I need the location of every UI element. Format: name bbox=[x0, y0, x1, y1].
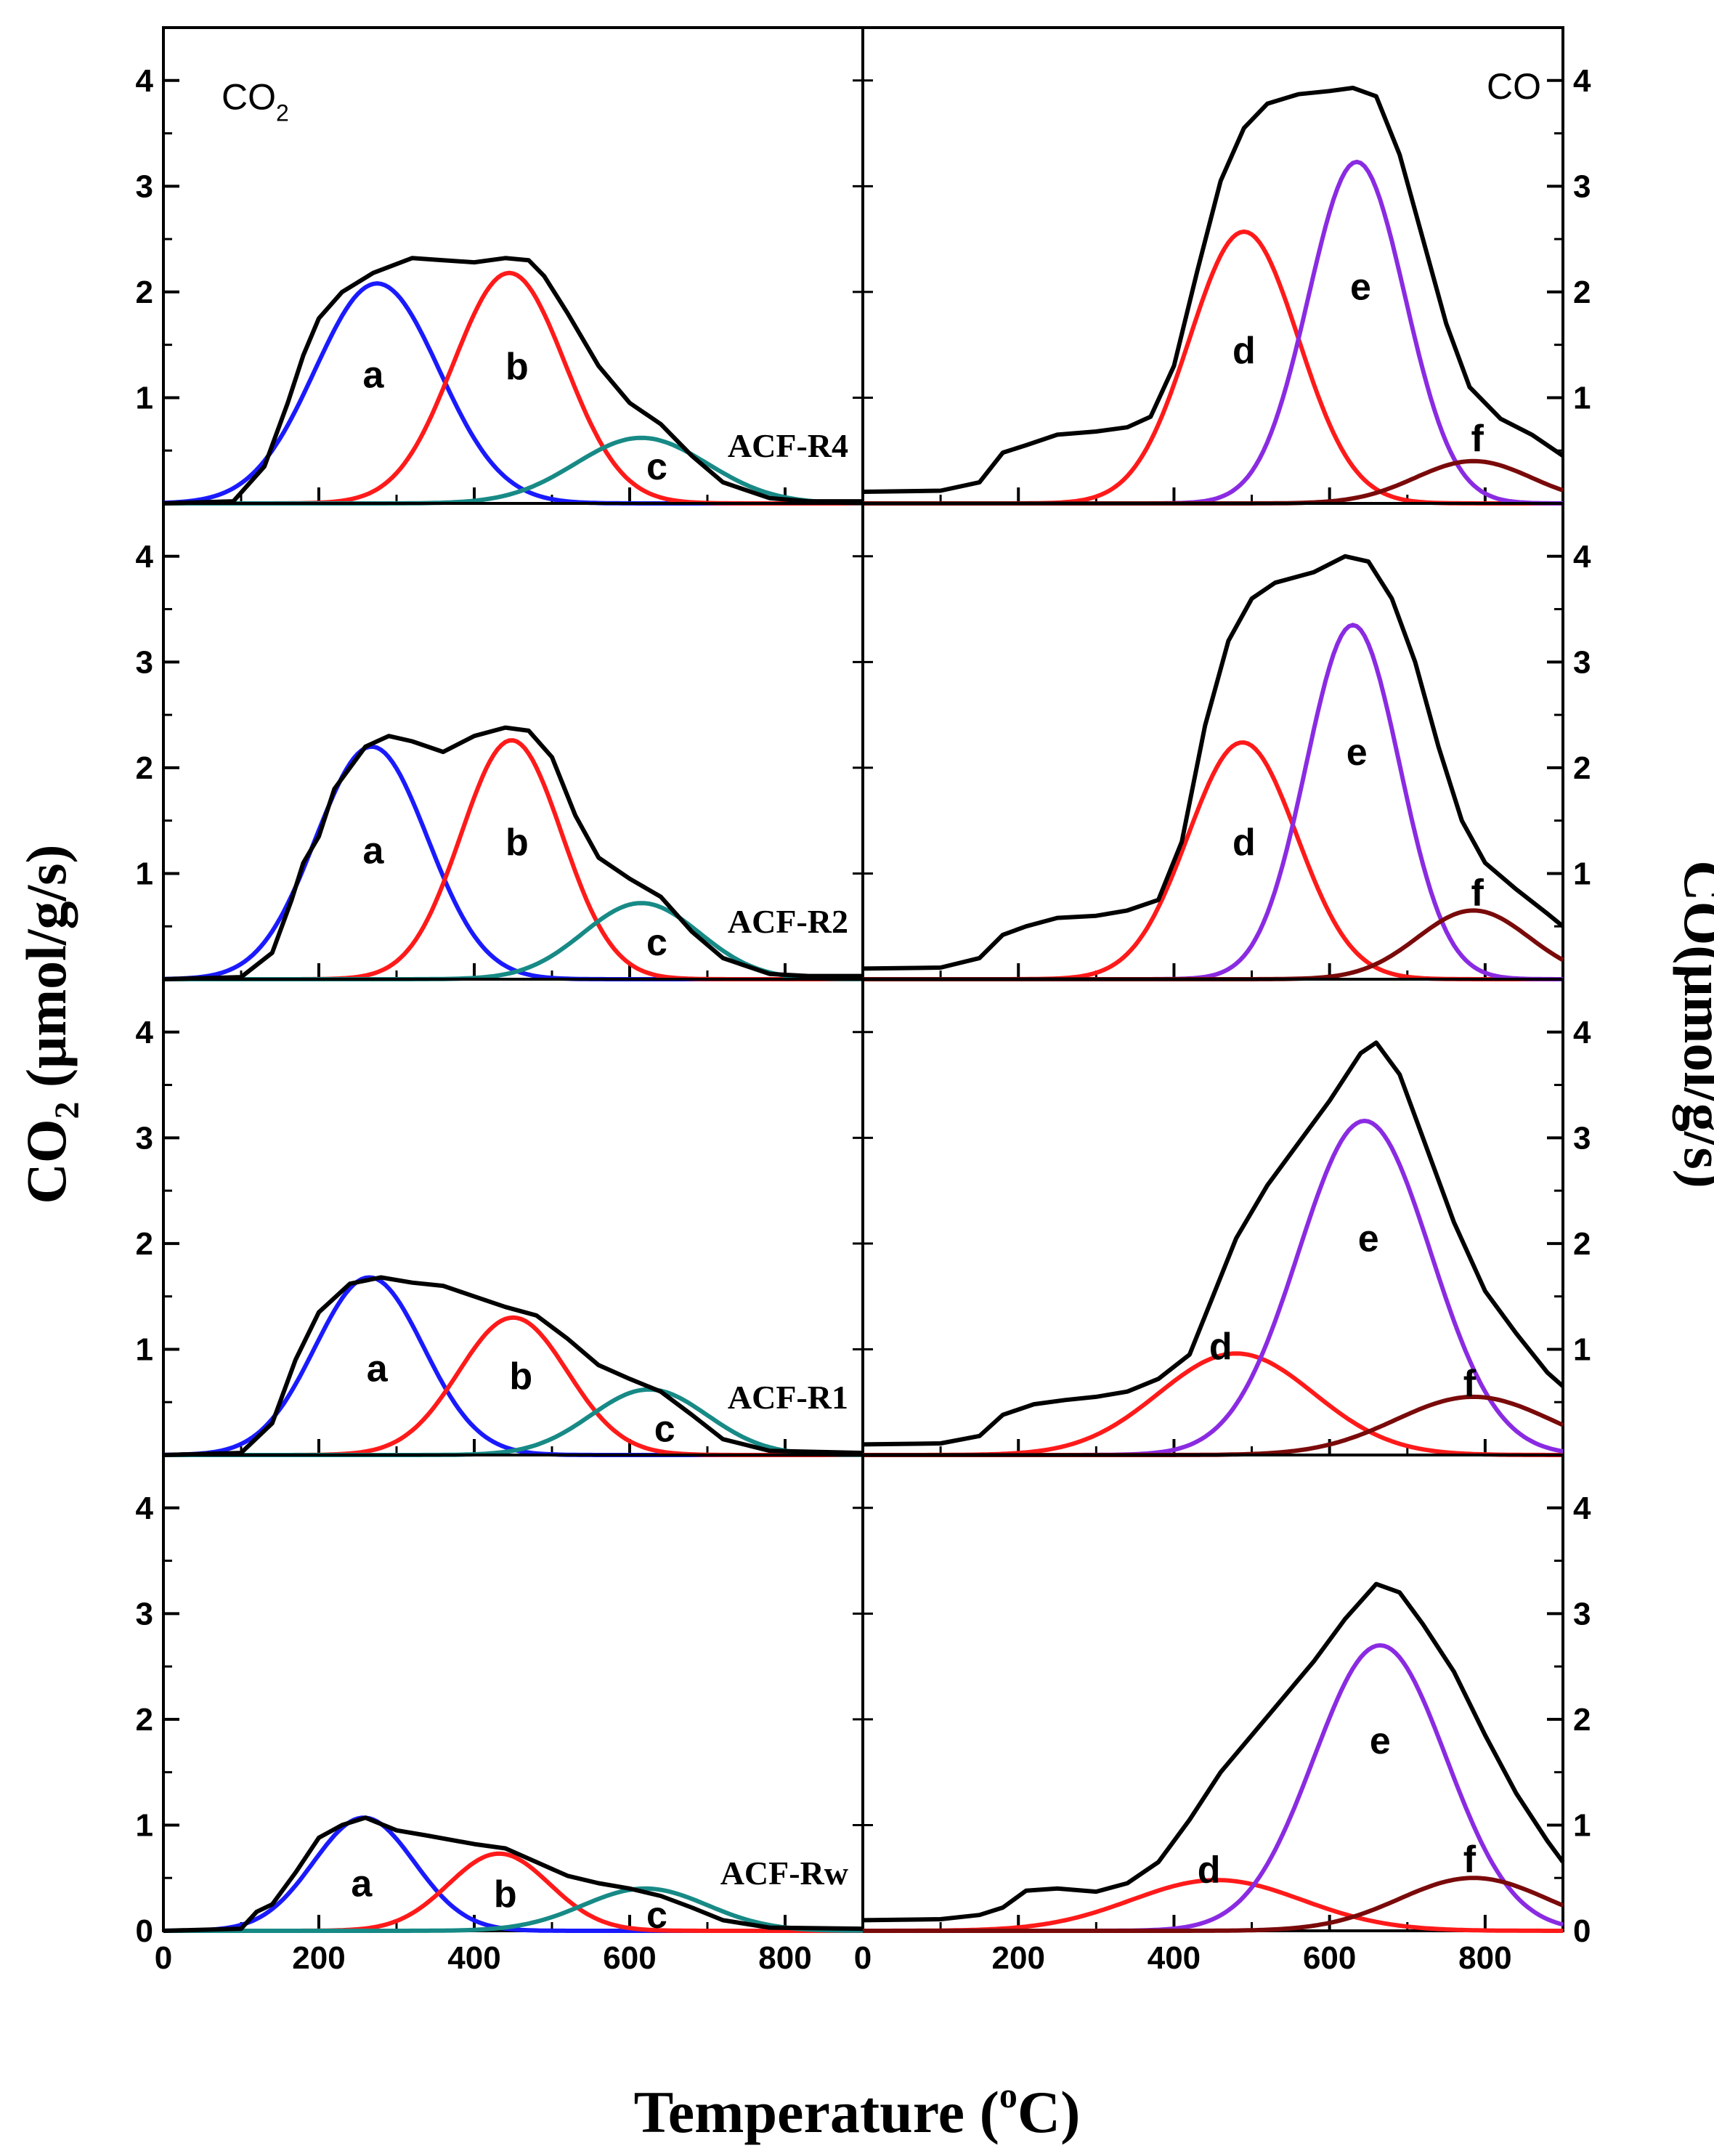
gas-label-co2: CO2 bbox=[222, 77, 289, 126]
peak-label-c: c bbox=[646, 1894, 667, 1937]
x-tick-label-left: 0 bbox=[155, 1940, 172, 1976]
peak-b-curve bbox=[163, 270, 863, 506]
x-axis-title: Temperature (oC) bbox=[634, 2075, 1081, 2145]
y-tick-label-left: 4 bbox=[136, 1015, 154, 1050]
y-tick-label-right: 4 bbox=[1573, 539, 1591, 575]
co-total-curve bbox=[862, 554, 1564, 971]
co-total-curve bbox=[862, 1040, 1564, 1447]
x-tick-label-left: 600 bbox=[603, 1940, 656, 1976]
peak-label-a: a bbox=[362, 830, 384, 872]
peak-e-curve bbox=[863, 1118, 1564, 1457]
y-tick-label-left: 4 bbox=[136, 539, 154, 575]
sample-label: ACF-Rw bbox=[720, 1855, 848, 1892]
x-tick-label-right: 0 bbox=[854, 1940, 872, 1976]
peak-label-d: d bbox=[1198, 1849, 1221, 1892]
x-tick-label-left: 400 bbox=[447, 1940, 500, 1976]
peak-f-curve bbox=[863, 908, 1564, 981]
y-tick-label-left: 2 bbox=[136, 1226, 153, 1262]
y-tick-label-left: 2 bbox=[136, 1702, 153, 1738]
y-tick-label-right: 1 bbox=[1573, 380, 1591, 416]
y-tick-label-right: 3 bbox=[1573, 644, 1591, 680]
y-tick-label-left: 1 bbox=[136, 1807, 153, 1843]
y-tick-label-right: 4 bbox=[1573, 1015, 1591, 1050]
peak-label-b: b bbox=[505, 346, 529, 388]
peak-label-c: c bbox=[654, 1409, 675, 1451]
peak-label-b: b bbox=[494, 1873, 517, 1916]
y-tick-label-left: 3 bbox=[136, 169, 153, 204]
x-tick-label-left: 200 bbox=[292, 1940, 345, 1976]
x-tick-label-left: 800 bbox=[758, 1940, 811, 1976]
peak-label-d: d bbox=[1232, 330, 1256, 372]
panel-acf-r4: 1 1 2 2 3 3 4 4 a b c d e f ACF-R4 CO2 CO bbox=[136, 26, 1591, 506]
peak-label-d: d bbox=[1232, 822, 1256, 864]
y-tick-label-right: 2 bbox=[1573, 275, 1591, 310]
x-tick-label-right: 200 bbox=[992, 1940, 1045, 1976]
y-tick-label-right: 3 bbox=[1573, 1120, 1591, 1156]
peak-label-e: e bbox=[1350, 267, 1371, 309]
plot-area: 1 1 2 2 3 3 4 4 a b c d e f ACF-R4 CO2 CO 1 1 2 2 3 3 4 4 a b c d e f A… bbox=[136, 26, 1591, 1976]
y-axis-title-left: CO2 (μmol/g/s) bbox=[15, 844, 86, 1204]
y-tick-label-right: 1 bbox=[1573, 1807, 1591, 1843]
y-tick-label-right: 2 bbox=[1573, 1226, 1591, 1262]
peak-label-b: b bbox=[509, 1355, 532, 1398]
y-tick-label-left: 1 bbox=[136, 1332, 153, 1367]
y-tick-label-right: 4 bbox=[1573, 1491, 1591, 1526]
peak-label-b: b bbox=[505, 822, 529, 864]
sample-label: ACF-R4 bbox=[728, 427, 848, 464]
y-tick-label-right: 4 bbox=[1573, 63, 1591, 99]
y-tick-label-right: 2 bbox=[1573, 1702, 1591, 1738]
y-tick-label-right: 3 bbox=[1573, 169, 1591, 204]
peak-a-curve bbox=[163, 281, 863, 506]
co2-total-curve bbox=[163, 725, 863, 981]
y-tick-label-left: 3 bbox=[136, 1120, 153, 1156]
panel-acf-r2: 1 1 2 2 3 3 4 4 a b c d e f ACF-R2 bbox=[136, 502, 1591, 981]
peak-f-curve bbox=[863, 1394, 1564, 1457]
peak-label-f: f bbox=[1471, 872, 1484, 915]
y-tick-label-left: 4 bbox=[136, 1491, 154, 1526]
x-tick-label-right: 600 bbox=[1303, 1940, 1356, 1976]
y-tick-label-left: 3 bbox=[136, 1596, 153, 1632]
y-tick-label-right: 1 bbox=[1573, 856, 1591, 891]
x-tick-label-right: 400 bbox=[1148, 1940, 1201, 1976]
y-tick-label-left: 3 bbox=[136, 644, 153, 680]
y-tick-label-left: 0 bbox=[136, 1913, 153, 1949]
y-tick-label-left: 2 bbox=[136, 275, 153, 310]
x-tick-label-right: 800 bbox=[1458, 1940, 1511, 1976]
y-axis-title-right: CO(μmol/g/s) bbox=[1673, 860, 1714, 1188]
y-tick-label-right: 2 bbox=[1573, 750, 1591, 786]
sample-label: ACF-R1 bbox=[728, 1379, 848, 1416]
y-tick-label-right: 0 bbox=[1573, 1913, 1591, 1949]
co-total-curve bbox=[862, 86, 1564, 494]
peak-label-e: e bbox=[1358, 1218, 1379, 1260]
y-tick-label-left: 1 bbox=[136, 380, 153, 416]
peak-label-f: f bbox=[1463, 1363, 1477, 1405]
peak-label-c: c bbox=[646, 922, 667, 964]
peak-label-a: a bbox=[351, 1863, 373, 1905]
y-tick-label-left: 4 bbox=[136, 63, 154, 99]
sample-label: ACF-R2 bbox=[728, 903, 848, 940]
co2-total-curve bbox=[163, 256, 863, 506]
peak-label-f: f bbox=[1463, 1839, 1477, 1881]
y-tick-label-right: 3 bbox=[1573, 1596, 1591, 1632]
peak-label-a: a bbox=[362, 354, 384, 396]
peak-label-f: f bbox=[1471, 418, 1484, 460]
panel-acf-r1: 1 1 2 2 3 3 4 4 a b c d e f ACF-R1 bbox=[136, 978, 1591, 1457]
co2-total-curve bbox=[163, 1275, 864, 1457]
peak-d-curve bbox=[863, 740, 1563, 981]
peak-label-e: e bbox=[1347, 732, 1368, 774]
peak-c-curve bbox=[163, 1886, 864, 1933]
peak-label-d: d bbox=[1209, 1326, 1232, 1368]
peak-label-a: a bbox=[367, 1348, 389, 1390]
peak-label-c: c bbox=[646, 446, 667, 488]
y-tick-label-left: 1 bbox=[136, 856, 153, 891]
co-total-curve bbox=[862, 1581, 1565, 1923]
gas-label-co: CO bbox=[1487, 66, 1541, 107]
co2-total-curve bbox=[163, 1815, 864, 1933]
y-tick-label-left: 2 bbox=[136, 750, 153, 786]
y-tick-label-right: 1 bbox=[1573, 1332, 1591, 1367]
peak-f-curve bbox=[863, 1876, 1564, 1933]
peak-label-e: e bbox=[1370, 1720, 1391, 1762]
